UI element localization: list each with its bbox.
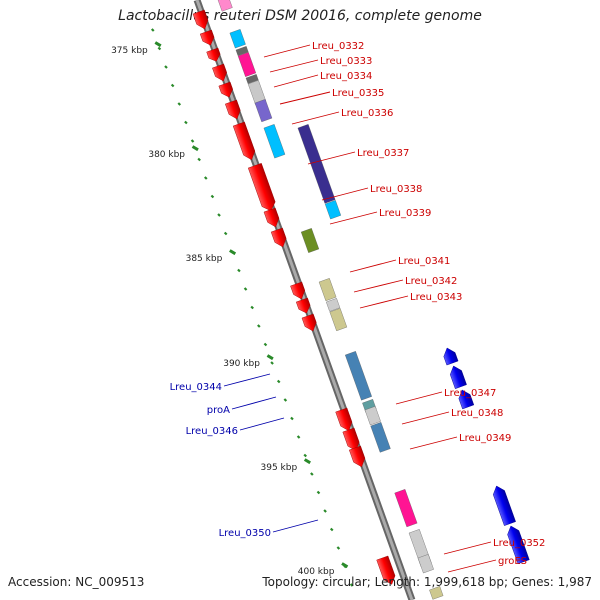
forward-gene-arrow bbox=[225, 99, 241, 120]
forward-gene-arrow bbox=[247, 163, 276, 212]
forward-gene-label: groES bbox=[498, 556, 527, 567]
feature-box bbox=[300, 228, 320, 253]
feature-box bbox=[318, 278, 337, 302]
forward-gene-label: Lreu_0337 bbox=[357, 148, 409, 159]
forward-gene-arrow bbox=[295, 297, 311, 314]
forward-gene-arrow bbox=[270, 227, 287, 248]
gene-labels: Lreu_0332 Lreu_0333 Lreu_0334 Lreu_0335 Lreu… bbox=[170, 41, 545, 573]
forward-gene-arrow bbox=[218, 81, 233, 98]
feature-box bbox=[429, 586, 444, 600]
feature-box bbox=[217, 0, 233, 12]
forward-gene-arrow bbox=[199, 29, 215, 46]
kbp-tick-label: 380 kbp bbox=[148, 150, 185, 160]
feature-box bbox=[324, 200, 342, 220]
forward-gene-label: Lreu_0342 bbox=[405, 276, 457, 287]
forward-gene-label: Lreu_0334 bbox=[320, 71, 372, 82]
feature-box bbox=[326, 298, 341, 312]
forward-gene-arrow bbox=[232, 121, 256, 161]
forward-gene-arrow bbox=[348, 445, 366, 468]
kbp-tick-mark bbox=[303, 458, 311, 465]
genome-summary: Topology: circular; Length: 1,999,618 bp… bbox=[262, 575, 592, 589]
feature-box bbox=[394, 489, 418, 528]
kbp-tick-mark bbox=[266, 354, 274, 361]
forward-gene-arrow bbox=[376, 555, 396, 585]
forward-gene-arrow bbox=[263, 207, 280, 228]
forward-gene-label: Lreu_0348 bbox=[451, 408, 503, 419]
forward-gene-label: Lreu_0349 bbox=[459, 433, 511, 444]
kbp-tick-label: 385 kbp bbox=[186, 254, 223, 264]
forward-gene-arrow bbox=[192, 9, 209, 30]
feature-box bbox=[254, 99, 273, 123]
forward-gene-label: Lreu_0347 bbox=[444, 388, 496, 399]
map-title: Lactobacillus reuteri DSM 20016, complet… bbox=[118, 8, 482, 24]
kbp-tick-mark bbox=[191, 145, 199, 152]
feature-box bbox=[297, 124, 336, 204]
reverse-gene-arrow bbox=[458, 389, 475, 410]
gene-arrows bbox=[192, 9, 530, 585]
forward-gene-arrow bbox=[206, 47, 221, 62]
forward-gene-arrow bbox=[301, 313, 317, 332]
reverse-gene-label: proA bbox=[207, 405, 230, 416]
kbp-tick-label: 400 kbp bbox=[298, 567, 335, 577]
accession-label: Accession: NC_009513 bbox=[8, 575, 145, 589]
forward-gene-label: Lreu_0333 bbox=[320, 56, 372, 67]
feature-annotation-boxes bbox=[217, 0, 444, 600]
forward-gene-arrow bbox=[342, 427, 360, 451]
forward-gene-label: Lreu_0352 bbox=[493, 538, 545, 549]
kbp-tick-label: 375 kbp bbox=[111, 46, 148, 56]
reverse-gene-arrow bbox=[443, 347, 459, 366]
reverse-gene-label: Lreu_0350 bbox=[219, 528, 271, 539]
feature-box bbox=[235, 46, 249, 56]
forward-gene-label: Lreu_0336 bbox=[341, 108, 393, 119]
forward-gene-arrow bbox=[212, 63, 227, 82]
feature-box bbox=[370, 422, 391, 453]
feature-box bbox=[345, 351, 372, 401]
kbp-tick-label: 390 kbp bbox=[223, 359, 260, 369]
feature-box bbox=[245, 74, 259, 84]
forward-gene-label: Lreu_0339 bbox=[379, 208, 431, 219]
reverse-gene-label: Lreu_0346 bbox=[186, 426, 238, 437]
kbp-ticks: 375 kbp 380 kbp 385 kbp 390 kbp 395 kbp 400 k… bbox=[111, 41, 349, 577]
feature-box bbox=[364, 406, 381, 426]
reverse-gene-arrow bbox=[507, 525, 530, 565]
feature-box bbox=[417, 554, 434, 574]
forward-gene-arrow bbox=[290, 281, 306, 300]
feature-box bbox=[329, 308, 348, 332]
feature-box bbox=[237, 52, 257, 77]
kbp-tick-label: 395 kbp bbox=[261, 463, 298, 473]
kbp-tick-mark bbox=[229, 249, 237, 256]
kbp-tick-track bbox=[150, 28, 354, 587]
feature-box bbox=[263, 124, 286, 159]
reverse-gene-label: Lreu_0344 bbox=[170, 382, 222, 393]
kbp-tick-mark bbox=[341, 562, 349, 569]
feature-box bbox=[229, 29, 246, 49]
forward-gene-label: Lreu_0343 bbox=[410, 292, 462, 303]
reverse-gene-arrow bbox=[493, 485, 516, 526]
kbp-tick-mark bbox=[154, 41, 162, 48]
forward-gene-label: Lreu_0341 bbox=[398, 256, 450, 267]
forward-gene-arrow bbox=[335, 407, 353, 431]
forward-gene-label: Lreu_0338 bbox=[370, 184, 422, 195]
reverse-gene-arrow bbox=[450, 365, 467, 389]
forward-gene-label: Lreu_0332 bbox=[312, 41, 364, 52]
forward-gene-label: Lreu_0335 bbox=[332, 88, 384, 99]
